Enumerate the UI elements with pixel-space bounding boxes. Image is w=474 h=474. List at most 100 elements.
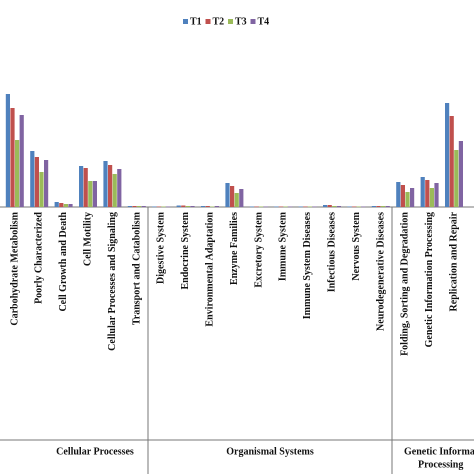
bar: [54, 202, 59, 207]
bar: [288, 206, 293, 208]
bar: [458, 141, 463, 207]
bar: [190, 206, 195, 207]
bar: [68, 204, 73, 207]
bar: [127, 206, 132, 207]
bar: [356, 206, 361, 208]
bar: [249, 206, 254, 208]
bar: [137, 206, 142, 207]
bar: [445, 103, 450, 207]
x-tick-label: Immune System Diseases: [302, 212, 313, 319]
bar: [274, 206, 279, 208]
bar: [420, 177, 425, 207]
bar: [449, 116, 454, 207]
legend-swatch: [228, 19, 233, 24]
x-tick-label: Genetic Information Processing: [424, 212, 435, 347]
bar: [5, 94, 10, 207]
bar: [454, 150, 459, 207]
bar: [254, 206, 259, 208]
bar: [201, 206, 206, 207]
bar: [396, 182, 401, 207]
bar: [381, 206, 386, 207]
x-tick-label: Enzyme Families: [229, 212, 240, 285]
bar: [185, 206, 190, 207]
bar: [327, 205, 332, 207]
bar: [225, 183, 230, 207]
legend-swatch: [205, 19, 211, 24]
bar: [15, 140, 20, 207]
bar: [30, 151, 35, 207]
bar: [405, 192, 410, 207]
x-tick-label: Immune System: [278, 211, 289, 281]
bar: [88, 181, 93, 207]
bar: [132, 206, 137, 207]
x-tick-label: Infectious Diseases: [326, 212, 337, 292]
bar: [283, 206, 288, 208]
bar: [166, 206, 171, 208]
bar: [161, 206, 166, 208]
bar: [278, 206, 283, 208]
bar: [63, 204, 68, 207]
x-tick-label: Cellular Processes and Signaling: [107, 212, 118, 351]
bar: [19, 115, 24, 207]
bar: [176, 205, 181, 207]
bar: [210, 206, 215, 208]
bar: [385, 206, 390, 207]
group-label: Processing: [418, 459, 463, 470]
bar: [361, 206, 366, 208]
bar: [92, 181, 97, 207]
x-tick-label: Cell Motility: [82, 212, 93, 266]
group-label: Cellular Processes: [56, 446, 134, 457]
bar: [44, 160, 49, 207]
bar: [181, 205, 186, 207]
bar: [83, 168, 88, 207]
bar: [34, 157, 39, 207]
bar: [103, 161, 108, 207]
bar: [156, 206, 161, 208]
bar: [59, 203, 64, 207]
bar: [39, 172, 44, 207]
bar: [429, 188, 434, 207]
bar: [263, 206, 268, 208]
bar: [332, 206, 337, 207]
x-tick-label: Transport and Catabolism: [131, 211, 142, 325]
bar: [376, 206, 381, 207]
bar: [307, 206, 312, 208]
x-tick-label: Folding, Sorting and Degradation: [400, 212, 411, 356]
bar: [425, 180, 430, 207]
x-tick-label: Carbohydrate Metabolism: [9, 211, 20, 325]
group-label: Genetic Information: [404, 446, 474, 457]
bar: [214, 206, 219, 207]
bar: [323, 205, 328, 207]
x-tick-label: Environmental Adaptation: [204, 212, 215, 327]
bar: [205, 206, 210, 207]
legend-label: T4: [258, 16, 270, 27]
x-tick-label: Nervous System: [351, 211, 362, 280]
legend-swatch: [250, 19, 256, 24]
bar: [152, 206, 157, 208]
x-tick-label: Neurodegenerative Diseases: [375, 212, 386, 331]
group-label: Organismal Systems: [226, 446, 314, 457]
bar: [141, 206, 146, 207]
x-tick-label: Excretory System: [253, 211, 264, 287]
bar: [259, 206, 264, 208]
bar: [230, 186, 235, 207]
x-tick-label: Digestive System: [156, 211, 167, 284]
x-tick-label: Endocrine System: [180, 211, 191, 289]
bar: [239, 189, 244, 207]
bar: [79, 166, 84, 207]
bar: [352, 206, 357, 208]
legend-label: T2: [213, 16, 225, 27]
bar: [336, 206, 341, 207]
legend-swatch: [183, 19, 188, 24]
x-tick-label: Replication and Repair: [448, 211, 459, 311]
bar: [108, 165, 113, 207]
bar: [117, 169, 122, 207]
bar: [312, 206, 317, 208]
x-tick-label: Poorly Characterized: [34, 212, 45, 304]
bar: [434, 183, 439, 207]
bar: [371, 206, 376, 207]
legend-label: T3: [235, 16, 247, 27]
legend-label: T1: [190, 16, 202, 27]
bar: [410, 188, 415, 207]
